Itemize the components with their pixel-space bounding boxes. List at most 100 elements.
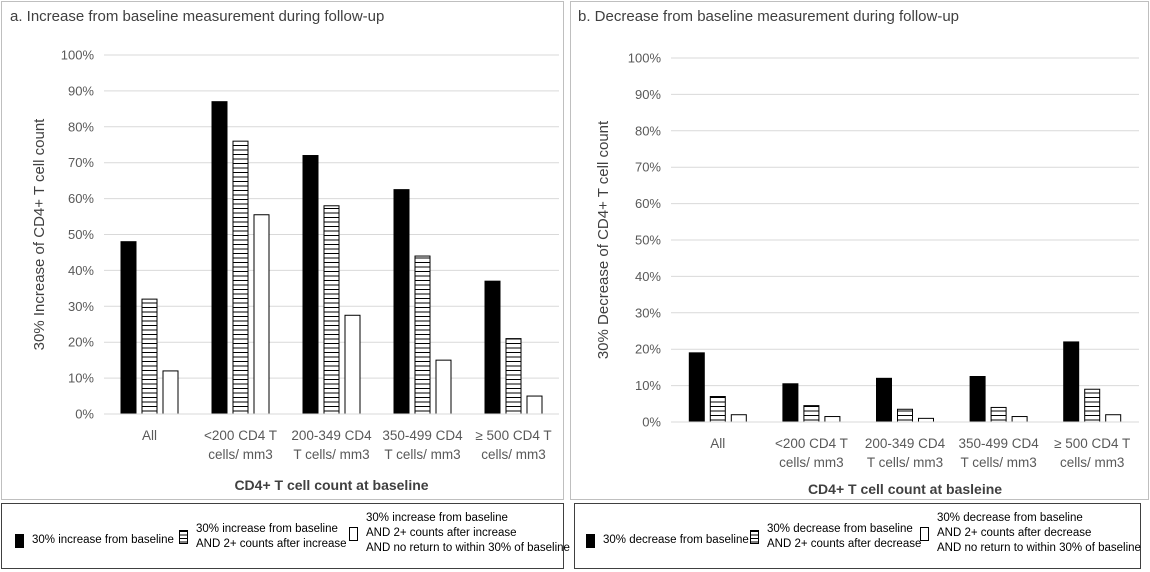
chart-a-bar-hatch	[505, 338, 522, 415]
chart-title-a: a. Increase from baseline measurement du…	[10, 8, 385, 25]
chart-a-bar-hatch	[323, 205, 340, 415]
chart-a-x-tick-line: ≥ 500 CD4 T	[475, 428, 551, 443]
chart-b-x-tick-label: <200 CD4 T cells/ mm3	[775, 436, 848, 470]
chart-a-y-tick-label: 30%	[68, 299, 94, 314]
chart-a-bar-solid	[393, 189, 410, 415]
chart-a-y-axis-title: 30% Increase of CD4+ T cell count	[31, 118, 48, 350]
chart-b-y-tick-label: 40%	[635, 269, 661, 284]
chart-a-x-tick-line: T cells/ mm3	[293, 447, 369, 462]
chart-a-y-tick-label: 50%	[68, 227, 94, 242]
chart-b-x-tick-label: ≥ 500 CD4 T cells/ mm3	[1054, 436, 1130, 470]
chart-a-y-tick-label: 70%	[68, 155, 94, 170]
chart-a-x-tick-label: All	[142, 428, 157, 443]
legend-a-swatch-solid	[15, 533, 24, 548]
chart-b-x-tick-line: cells/ mm3	[1060, 455, 1125, 470]
chart-b-y-tick-label: 20%	[635, 342, 661, 357]
chart-b-bar-open	[824, 416, 841, 423]
chart-a-bar-solid	[302, 155, 319, 415]
legend-b-label-1: 30% decrease from baseline	[603, 534, 749, 546]
chart-b-plot: 0% 10% 20% 30% 40% 50% 60% 70% 80% 90% 100% All <200…	[595, 51, 1139, 497]
legend-b-item-1: 30% decrease from baseline	[586, 533, 749, 548]
legend-b-item-3: 30% decrease from baseline AND 2+ counts…	[920, 511, 1141, 556]
chart-a-y-tick-label: 40%	[68, 263, 94, 278]
legend-b: 30% decrease from baseline 30% decrease …	[574, 503, 1141, 569]
chart-b-bar-solid	[1063, 341, 1080, 423]
chart-b-y-tick-label: 10%	[635, 378, 661, 393]
chart-b-x-tick-line: ≥ 500 CD4 T	[1054, 436, 1130, 451]
chart-a-bar-open	[344, 314, 361, 415]
chart-a-x-tick-label: 200-349 CD4 T cells/ mm3	[291, 428, 372, 462]
chart-a-bar-open	[162, 370, 179, 415]
chart-b-bar-hatch	[803, 405, 820, 423]
legend-a-item-1: 30% increase from baseline	[15, 533, 174, 548]
legend-b-swatch-hatch	[750, 530, 759, 544]
chart-a-x-axis-title: CD4+ T cell count at baseline	[234, 477, 428, 493]
chart-b-y-tick-label: 30%	[635, 305, 661, 320]
chart-a-bar-open	[253, 214, 270, 415]
chart-a-bar-hatch	[414, 255, 431, 415]
chart-b-bar-open	[730, 414, 747, 423]
legend-a-label-3: 30% increase from baseline AND 2+ counts…	[366, 512, 570, 554]
legend-a-swatch-hatch	[179, 530, 188, 544]
chart-b-bar-solid	[688, 352, 705, 423]
chart-b-x-tick-line: 200-349 CD4	[865, 436, 946, 451]
chart-b-x-tick-line: cells/ mm3	[779, 455, 844, 470]
chart-a-y-tick-label: 100%	[61, 48, 95, 63]
chart-b-x-tick-line: T cells/ mm3	[867, 455, 943, 470]
chart-b-y-tick-label: 80%	[635, 123, 661, 138]
chart-a-x-tick-line: 200-349 CD4	[291, 428, 372, 443]
legend-a-label-1: 30% increase from baseline	[32, 534, 174, 546]
chart-a-x-tick-line: cells/ mm3	[208, 447, 273, 462]
chart-b-y-tick-label: 70%	[635, 160, 661, 175]
chart-b-bar-open	[1011, 416, 1028, 423]
legend-b-swatch-open	[920, 526, 929, 541]
chart-b-x-tick-line: <200 CD4 T	[775, 436, 848, 451]
chart-a-x-tick-label: ≥ 500 CD4 T cells/ mm3	[475, 428, 551, 462]
panel-b-frame	[570, 1, 1149, 500]
chart-b-bar-solid	[969, 376, 986, 423]
chart-b-y-tick-label: 60%	[635, 196, 661, 211]
chart-a-bar-open	[526, 395, 543, 415]
chart-b-bar-open	[918, 417, 934, 423]
chart-a-bar-hatch	[141, 298, 158, 415]
chart-a-y-tick-label: 0%	[75, 407, 94, 422]
chart-b-x-tick-label: All	[710, 436, 725, 451]
chart-a-x-tick-label: 350-499 CD4 T cells/ mm3	[382, 428, 463, 462]
chart-a-x-tick-line: <200 CD4 T	[204, 428, 277, 443]
legend-b-label-2: 30% decrease from baseline AND 2+ counts…	[767, 523, 922, 550]
legend-a-item-2: 30% increase from baseline AND 2+ counts…	[179, 522, 347, 552]
chart-b-x-tick-line: T cells/ mm3	[960, 455, 1036, 470]
legend-b-item-2: 30% decrease from baseline AND 2+ counts…	[750, 522, 921, 552]
chart-b-bar-solid	[876, 377, 892, 423]
chart-b-y-tick-label: 90%	[635, 87, 661, 102]
legend-a-item-3: 30% increase from baseline AND 2+ counts…	[349, 511, 570, 556]
chart-a-x-tick-line: All	[142, 428, 157, 443]
chart-a-bar-hatch	[232, 140, 249, 415]
chart-a-bar-solid	[120, 241, 137, 415]
chart-b-bar-hatch	[897, 408, 913, 423]
chart-b-bar-open	[1105, 414, 1122, 423]
chart-b-x-tick-label: 200-349 CD4 T cells/ mm3	[865, 436, 946, 470]
chart-a-x-tick-line: T cells/ mm3	[384, 447, 460, 462]
chart-b-y-axis-title: 30% Decrease of CD4+ T cell count	[595, 120, 612, 359]
chart-a-y-tick-label: 90%	[68, 83, 94, 98]
chart-b-x-tick-line: All	[710, 436, 725, 451]
chart-a-bar-solid	[484, 280, 501, 415]
chart-a-bar-solid	[211, 101, 228, 415]
chart-a-y-tick-label: 10%	[68, 371, 94, 386]
chart-a-bar-open	[435, 359, 452, 415]
chart-a-y-tick-label: 80%	[68, 119, 94, 134]
chart-b-y-tick-label: 50%	[635, 233, 661, 248]
chart-b-bar-hatch	[709, 396, 726, 423]
chart-b-x-tick-label: 350-499 CD4 T cells/ mm3	[958, 436, 1039, 470]
legend-a-swatch-open	[349, 526, 358, 541]
chart-a-y-tick-label: 60%	[68, 191, 94, 206]
legend-b-swatch-solid	[586, 533, 595, 548]
chart-b-x-axis-title: CD4+ T cell count at basleine	[808, 481, 1002, 497]
chart-b-bar-solid	[782, 383, 799, 423]
chart-a-x-tick-line: 350-499 CD4	[382, 428, 463, 443]
chart-b-y-tick-label: 100%	[628, 51, 662, 66]
chart-a-plot: 0% 10% 20% 30% 40% 50% 60% 70% 80% 90% 100% All <200…	[31, 48, 559, 493]
chart-b-bar-hatch	[990, 406, 1007, 423]
legend-b-label-3: 30% decrease from baseline AND 2+ counts…	[937, 512, 1141, 554]
